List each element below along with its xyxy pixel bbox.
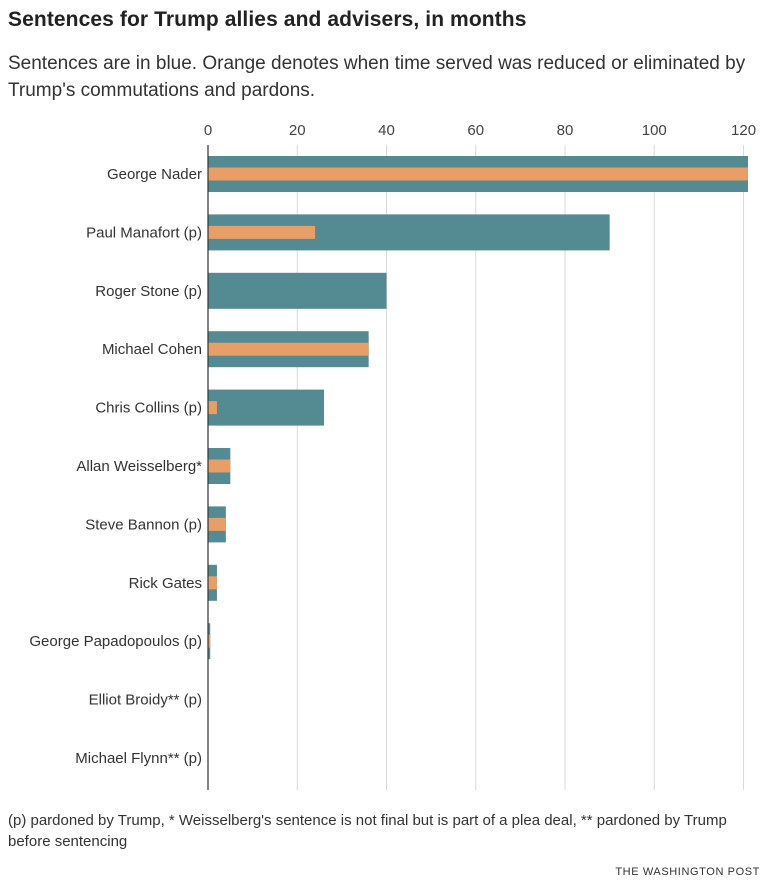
chart-title: Sentences for Trump allies and advisers,…	[8, 8, 527, 31]
category-label: Paul Manafort (p)	[86, 224, 202, 241]
x-tick-label: 100	[642, 122, 667, 139]
category-label: Michael Cohen	[102, 341, 202, 358]
bar-chart: 0 20 40 60 80 100 120 George Nader Paul Manafort…	[29, 122, 756, 790]
category-label: Elliot Broidy** (p)	[89, 692, 202, 709]
chart-subtitle: Sentences are in blue. Orange denotes wh…	[8, 53, 746, 101]
reduced-bar	[208, 576, 217, 590]
category-label: George Nader	[107, 166, 202, 183]
category-label: Roger Stone (p)	[95, 283, 202, 300]
x-tick-label: 80	[557, 122, 574, 139]
x-tick-label: 20	[289, 122, 306, 139]
reduced-bar	[208, 634, 211, 648]
source-credit: THE WASHINGTON POST	[615, 866, 760, 878]
x-tick-label: 60	[467, 122, 484, 139]
category-label: Michael Flynn** (p)	[75, 750, 202, 767]
category-label: Rick Gates	[129, 575, 202, 592]
chart-footnote: (p) pardoned by Trump, * Weisselberg's s…	[8, 812, 727, 850]
sentence-bar	[208, 272, 387, 309]
x-tick-label: 120	[731, 122, 756, 139]
x-tick-label: 0	[204, 122, 212, 139]
reduced-bar	[208, 342, 369, 356]
reduced-bar	[208, 459, 231, 473]
x-tick-label: 40	[378, 122, 395, 139]
category-label: Chris Collins (p)	[95, 400, 202, 417]
reduced-bar	[208, 517, 226, 531]
category-label: Steve Bannon (p)	[85, 516, 202, 533]
category-label: George Papadopoulos (p)	[29, 633, 202, 650]
reduced-bar	[208, 401, 217, 415]
sentence-bar	[208, 389, 325, 426]
reduced-bar	[208, 225, 316, 239]
reduced-bar	[208, 167, 748, 181]
category-label: Allan Weisselberg*	[76, 458, 202, 475]
